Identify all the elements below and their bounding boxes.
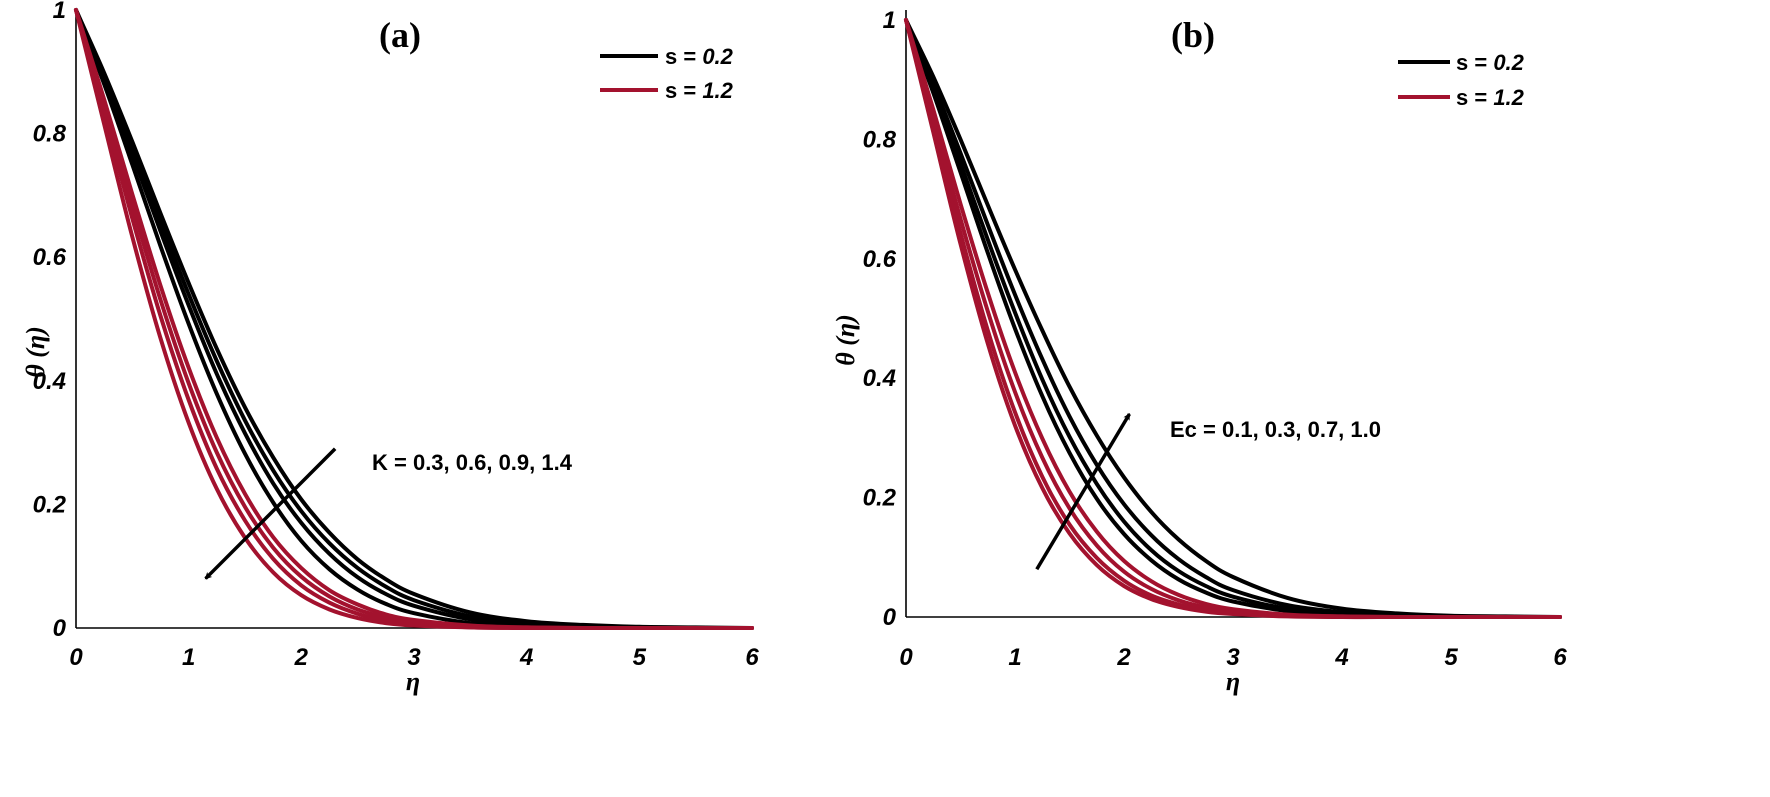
y-tick-label: 0.2 <box>33 491 67 518</box>
y-ticks: 0 0.2 0.4 0.6 0.8 1 <box>863 7 897 631</box>
legend-label-s-0-2: s = 0.2 <box>665 44 734 69</box>
curve-s-low-3 <box>74 8 754 631</box>
y-tick-label: 0.4 <box>33 368 66 395</box>
curves <box>904 18 1562 620</box>
x-tick-label: 5 <box>633 644 647 671</box>
panel-title: (a) <box>379 15 421 55</box>
y-tick-label: 0.8 <box>863 126 897 153</box>
x-tick-label: 5 <box>1444 644 1458 671</box>
curve-s-high-1 <box>74 8 754 631</box>
y-tick-label: 0.8 <box>33 121 67 148</box>
y-tick-label: 0.6 <box>33 244 67 271</box>
curve-s-low-4 <box>74 8 754 631</box>
x-tick-label: 6 <box>1553 644 1567 671</box>
y-axis-label: θ (η) <box>831 314 860 366</box>
y-tick-label: 1 <box>883 7 896 34</box>
x-axis-label: η <box>406 667 420 696</box>
x-tick-label: 0 <box>899 644 913 671</box>
parameter-annotation: Ec = 0.1, 0.3, 0.7, 1.0 <box>1170 417 1381 442</box>
curves <box>74 8 754 631</box>
x-ticks: 0 1 2 3 4 5 6 <box>899 644 1567 671</box>
y-tick-label: 0 <box>883 604 897 631</box>
x-tick-label: 1 <box>1008 644 1021 671</box>
curve-s-low-4 <box>904 18 1562 619</box>
x-tick-label: 6 <box>745 644 759 671</box>
x-tick-label: 2 <box>294 644 309 671</box>
curve-s-high-4 <box>904 18 1562 620</box>
x-tick-label: 4 <box>1334 644 1348 671</box>
legend-label-s-1-2: s = 1.2 <box>1456 85 1525 110</box>
trend-arrow <box>1035 413 1131 571</box>
x-ticks: 0 1 2 3 4 5 6 <box>69 644 759 671</box>
parameter-annotation: K = 0.3, 0.6, 0.9, 1.4 <box>372 450 573 475</box>
x-tick-label: 0 <box>69 644 83 671</box>
legend-label-s-0-2: s = 0.2 <box>1456 50 1525 75</box>
x-axis-label: η <box>1226 667 1240 696</box>
panel-title: (b) <box>1171 15 1215 55</box>
curve-s-low-2 <box>74 8 754 631</box>
legend-label-s-1-2: s = 1.2 <box>665 78 734 103</box>
curve-s-high-4 <box>74 8 754 631</box>
legend: s = 0.2 s = 1.2 <box>600 44 734 103</box>
trend-arrow <box>204 447 337 580</box>
legend: s = 0.2 s = 1.2 <box>1398 50 1525 110</box>
y-axis-label: θ (η) <box>21 326 50 378</box>
y-tick-label: 1 <box>53 0 66 24</box>
curve-s-high-2 <box>74 8 754 631</box>
y-tick-label: 0.4 <box>863 365 896 392</box>
curve-s-high-3 <box>74 8 754 631</box>
y-tick-label: 0 <box>53 615 67 642</box>
x-tick-label: 3 <box>407 644 421 671</box>
y-ticks: 0 0.2 0.4 0.6 0.8 1 <box>33 0 67 642</box>
chart-panel-b: 0 1 2 3 4 5 6 0 0.2 0.4 0.6 0.8 1 (b) η θ (η) s = 0… <box>831 7 1567 696</box>
x-tick-label: 1 <box>182 644 195 671</box>
x-tick-label: 4 <box>519 644 533 671</box>
x-tick-label: 2 <box>1116 644 1131 671</box>
x-tick-label: 3 <box>1226 644 1240 671</box>
chart-panel-a: 0 1 2 3 4 5 6 0 0.2 0.4 0.6 0.8 1 (a) η θ (η) s = 0… <box>21 0 759 696</box>
y-tick-label: 0.6 <box>863 246 897 273</box>
curve-s-low-1 <box>74 8 754 630</box>
y-tick-label: 0.2 <box>863 485 897 512</box>
